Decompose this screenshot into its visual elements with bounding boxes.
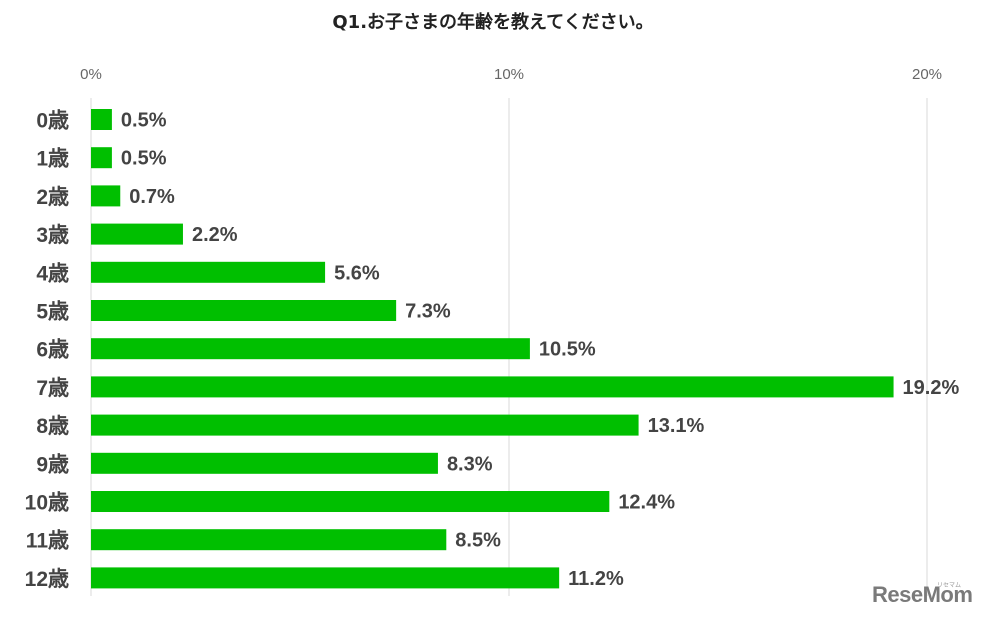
- data-label: 0.7%: [129, 186, 175, 208]
- bar: [91, 491, 610, 512]
- y-axis-categories: 0歳 1歳 2歳 3歳 4歳 5歳 6歳 7歳 8歳 9歳 10歳 11歳 12歳: [25, 110, 69, 591]
- category-label: 12歳: [25, 568, 69, 591]
- category-label: 11歳: [26, 530, 69, 553]
- category-label: 1歳: [36, 148, 69, 171]
- value-labels: 0.5% 0.5% 0.7% 2.2% 5.6% 7.3% 10.5% 19.2% 13.1% 8…: [121, 110, 960, 590]
- bar: [91, 414, 639, 436]
- x-tick-label: 10%: [494, 66, 524, 83]
- data-label: 8.5%: [455, 530, 501, 552]
- bar: [91, 147, 112, 169]
- category-label: 4歳: [36, 262, 69, 285]
- data-label: 5.6%: [334, 262, 380, 284]
- data-label: 0.5%: [121, 110, 167, 132]
- category-label: 2歳: [36, 186, 69, 209]
- bar: [91, 223, 183, 245]
- category-label: 8歳: [36, 415, 69, 438]
- data-label: 19.2%: [903, 377, 960, 399]
- x-axis-ticks: 0% 10% 20%: [80, 66, 942, 83]
- bar: [91, 338, 530, 360]
- data-label: 0.5%: [121, 148, 167, 170]
- category-label: 7歳: [36, 377, 69, 400]
- category-label: 6歳: [36, 339, 69, 362]
- category-label: 9歳: [36, 453, 69, 476]
- data-label: 7.3%: [405, 301, 451, 323]
- bar: [91, 567, 560, 589]
- bar: [91, 529, 447, 551]
- watermark-logo: ReseMom: [872, 582, 973, 607]
- x-tick-label: 20%: [912, 66, 942, 83]
- x-tick-label: 0%: [80, 66, 102, 83]
- bar: [91, 376, 894, 398]
- bar: [91, 261, 326, 283]
- data-label: 12.4%: [618, 492, 675, 514]
- data-label: 8.3%: [447, 453, 493, 475]
- watermark-subtext: リセマム: [937, 582, 962, 589]
- bar: [91, 109, 112, 130]
- category-label: 10歳: [25, 492, 69, 515]
- bar: [91, 452, 438, 474]
- category-label: 0歳: [36, 110, 69, 133]
- category-label: 5歳: [36, 301, 69, 324]
- data-label: 10.5%: [539, 339, 596, 361]
- chart-title: Q1.お子さまの年齢を教えてください。: [332, 11, 653, 33]
- data-label: 13.1%: [648, 415, 705, 437]
- bars: [91, 109, 894, 589]
- bar: [91, 185, 121, 207]
- bar: [91, 300, 397, 321]
- data-label: 11.2%: [568, 568, 624, 590]
- category-label: 3歳: [36, 224, 69, 247]
- data-label: 2.2%: [192, 224, 238, 246]
